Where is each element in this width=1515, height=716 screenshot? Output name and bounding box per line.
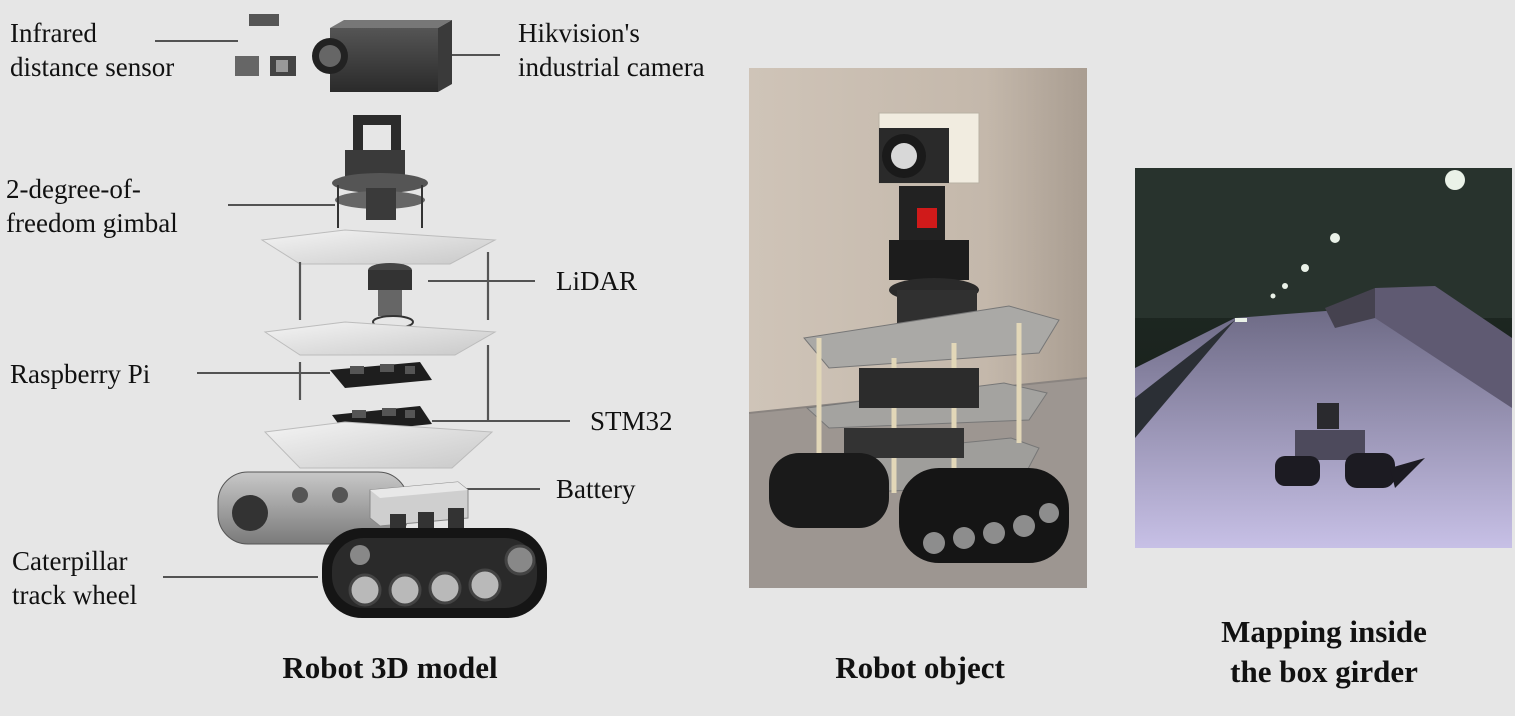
lidar-label: LiDAR — [556, 266, 637, 296]
caption-robot-object: Robot object — [835, 650, 1005, 685]
raspberry-pi-label: Raspberry Pi — [10, 359, 151, 389]
industrial-camera-part — [312, 20, 452, 92]
lidar-part — [368, 263, 414, 329]
gimbal-part — [332, 115, 428, 228]
box-girder-photo — [1135, 168, 1512, 548]
middle-plate — [263, 321, 497, 356]
camera-label: Hikvision's industrial camera — [518, 18, 705, 82]
battery-part — [369, 481, 469, 534]
top-plate — [260, 229, 497, 265]
infrared-sensor-label: Infrared distance sensor — [10, 18, 175, 82]
caterpillar-track-back — [217, 471, 409, 545]
standoff-rods — [298, 252, 490, 420]
battery-label: Battery — [556, 474, 636, 504]
bottom-plate — [263, 421, 494, 469]
stm32-label: STM32 — [590, 406, 673, 436]
infrared-sensor-parts — [235, 14, 296, 76]
caption-robot-3d-model: Robot 3D model — [282, 650, 498, 685]
caterpillar-track-label: Caterpillar track wheel — [12, 546, 138, 610]
caterpillar-track-front — [322, 528, 547, 618]
caption-mapping: Mapping inside the box girder — [1221, 614, 1427, 689]
robot-object-photo — [749, 68, 1087, 588]
raspberry-pi-part — [330, 362, 432, 388]
gimbal-label: 2-degree-of- freedom gimbal — [6, 174, 178, 238]
